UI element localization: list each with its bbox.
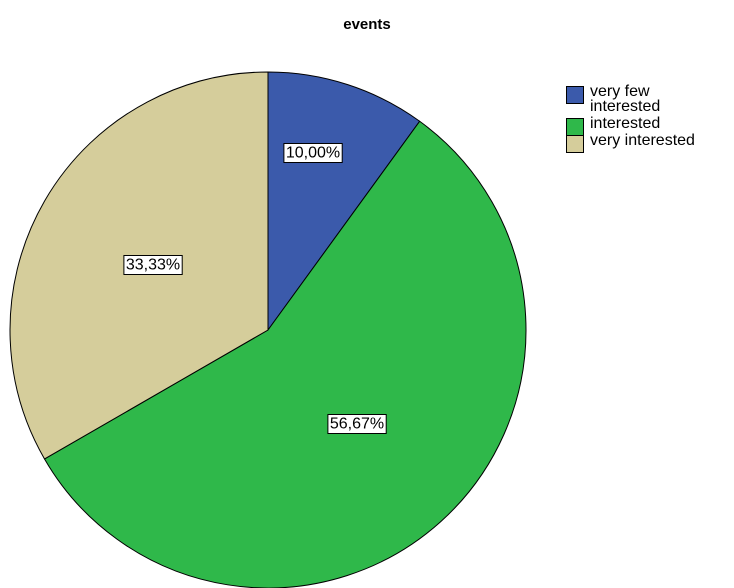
data-label-box [283, 143, 343, 163]
legend-label: very few interested [590, 83, 661, 115]
data-label: 56,67% [327, 414, 387, 434]
legend-item: very few interested [566, 83, 731, 115]
data-label: 33,33% [123, 255, 183, 275]
pie-slice-interested [43, 120, 527, 588]
chart-title: events [343, 16, 391, 33]
data-label: 10,00% [283, 143, 343, 163]
data-label-text: 56,67% [330, 416, 384, 433]
pie-slice-very-few-interested [267, 71, 421, 332]
data-label-text: 10,00% [286, 145, 340, 162]
data-label-box [327, 414, 387, 434]
pie-data-labels: 10,00% 56,67% 33,33% [123, 143, 387, 434]
legend-label: interested [590, 115, 661, 132]
data-label-text: 33,33% [126, 257, 180, 274]
legend-label: very interested [590, 132, 695, 149]
legend-swatch [566, 86, 584, 104]
legend: very few interested interested very interes… [566, 83, 731, 153]
legend-item: very interested [566, 132, 731, 153]
pie-slices [9, 71, 527, 588]
legend-swatch [566, 135, 584, 153]
data-label-box [123, 255, 183, 275]
legend-item: interested [566, 115, 731, 136]
